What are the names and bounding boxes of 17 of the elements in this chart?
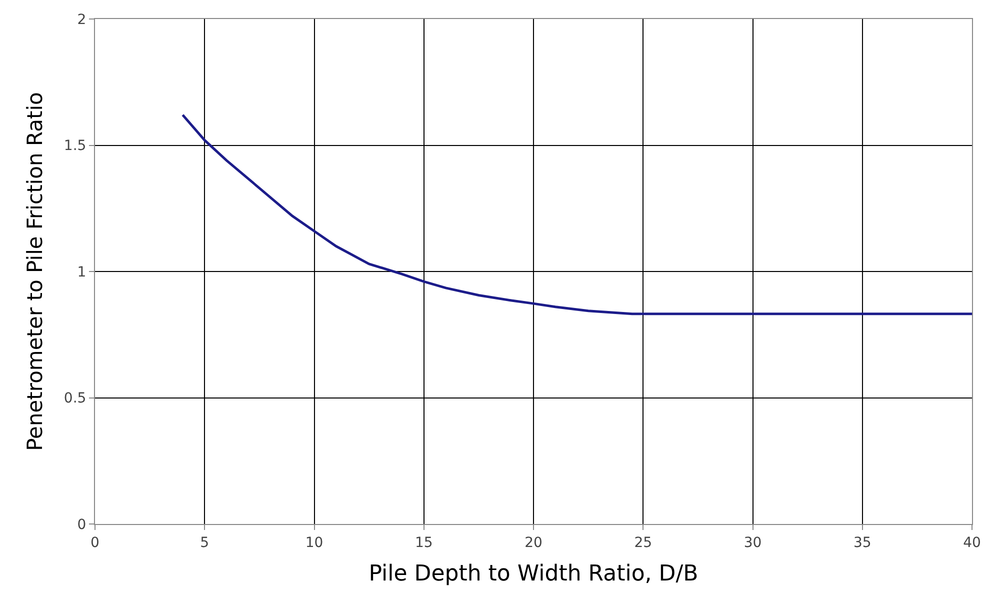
x-axis-title: Pile Depth to Width Ratio, D/B — [368, 562, 698, 587]
x-tick-label: 20 — [524, 534, 542, 551]
y-tick-label: 0.5 — [64, 390, 86, 407]
y-tick-label: 0 — [77, 516, 86, 533]
line-series — [181, 114, 972, 316]
x-tick-label: 40 — [963, 534, 981, 551]
x-tick-label: 30 — [744, 534, 762, 551]
x-tick-label: 0 — [90, 534, 100, 551]
y-tick-label: 1 — [77, 264, 86, 280]
x-tick-label: 5 — [200, 534, 210, 551]
x-tick-label: 10 — [305, 534, 324, 551]
x-tick-label: 25 — [634, 534, 652, 551]
y-axis-title: Penetrometer to Pile Friction Ratio — [23, 92, 48, 451]
y-tick-label: 2 — [77, 12, 86, 28]
x-tick-label: 15 — [414, 534, 433, 551]
y-tick-label: 1.5 — [64, 138, 86, 154]
x-tick-label: 35 — [853, 534, 872, 551]
